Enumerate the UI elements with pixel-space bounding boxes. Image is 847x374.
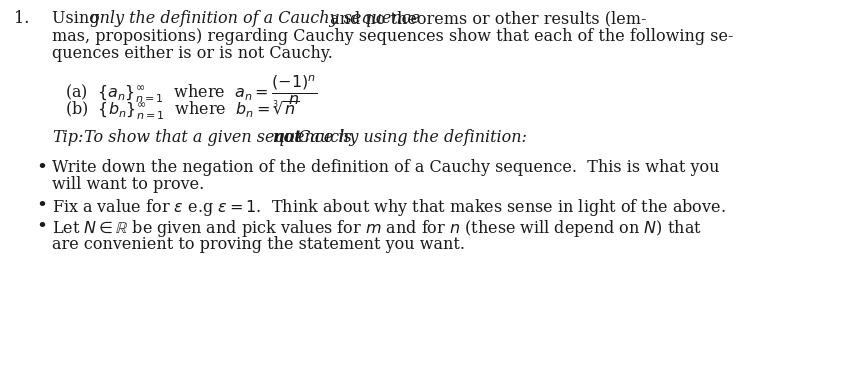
Text: will want to prove.: will want to prove.: [52, 176, 204, 193]
Text: quences either is or is not Cauchy.: quences either is or is not Cauchy.: [52, 45, 333, 62]
Text: Tip:: Tip:: [52, 129, 83, 146]
Text: (a)  $\{a_n\}_{n=1}^{\infty}$  where  $a_n = \dfrac{(-1)^n}{n}$: (a) $\{a_n\}_{n=1}^{\infty}$ where $a_n …: [65, 73, 317, 107]
Text: Write down the negation of the definition of a Cauchy sequence.  This is what yo: Write down the negation of the definitio…: [52, 159, 719, 176]
Text: and no theorems or other results (lem-: and no theorems or other results (lem-: [325, 10, 646, 27]
Text: •: •: [36, 159, 47, 177]
Text: •: •: [36, 218, 47, 236]
Text: mas, propositions) regarding Cauchy sequences show that each of the following se: mas, propositions) regarding Cauchy sequ…: [52, 28, 734, 45]
Text: are convenient to proving the statement you want.: are convenient to proving the statement …: [52, 236, 465, 253]
Text: To show that a given sequence is: To show that a given sequence is: [79, 129, 357, 146]
Text: Using: Using: [52, 10, 105, 27]
Text: Fix a value for $\epsilon$ e.g $\epsilon = 1$.  Think about why that makes sense: Fix a value for $\epsilon$ e.g $\epsilon…: [52, 197, 726, 218]
Text: 1.: 1.: [14, 10, 30, 27]
Text: Let $N \in \mathbb{R}$ be given and pick values for $m$ and for $n$ (these will : Let $N \in \mathbb{R}$ be given and pick…: [52, 218, 702, 239]
Text: •: •: [36, 197, 47, 215]
Text: Cauchy using the definition:: Cauchy using the definition:: [293, 129, 527, 146]
Text: (b)  $\{b_n\}_{n=1}^{\infty}$  where  $b_n = \sqrt[3]{n}$: (b) $\{b_n\}_{n=1}^{\infty}$ where $b_n …: [65, 99, 299, 123]
Text: not: not: [272, 129, 302, 146]
Text: only the definition of a Cauchy sequence: only the definition of a Cauchy sequence: [90, 10, 420, 27]
